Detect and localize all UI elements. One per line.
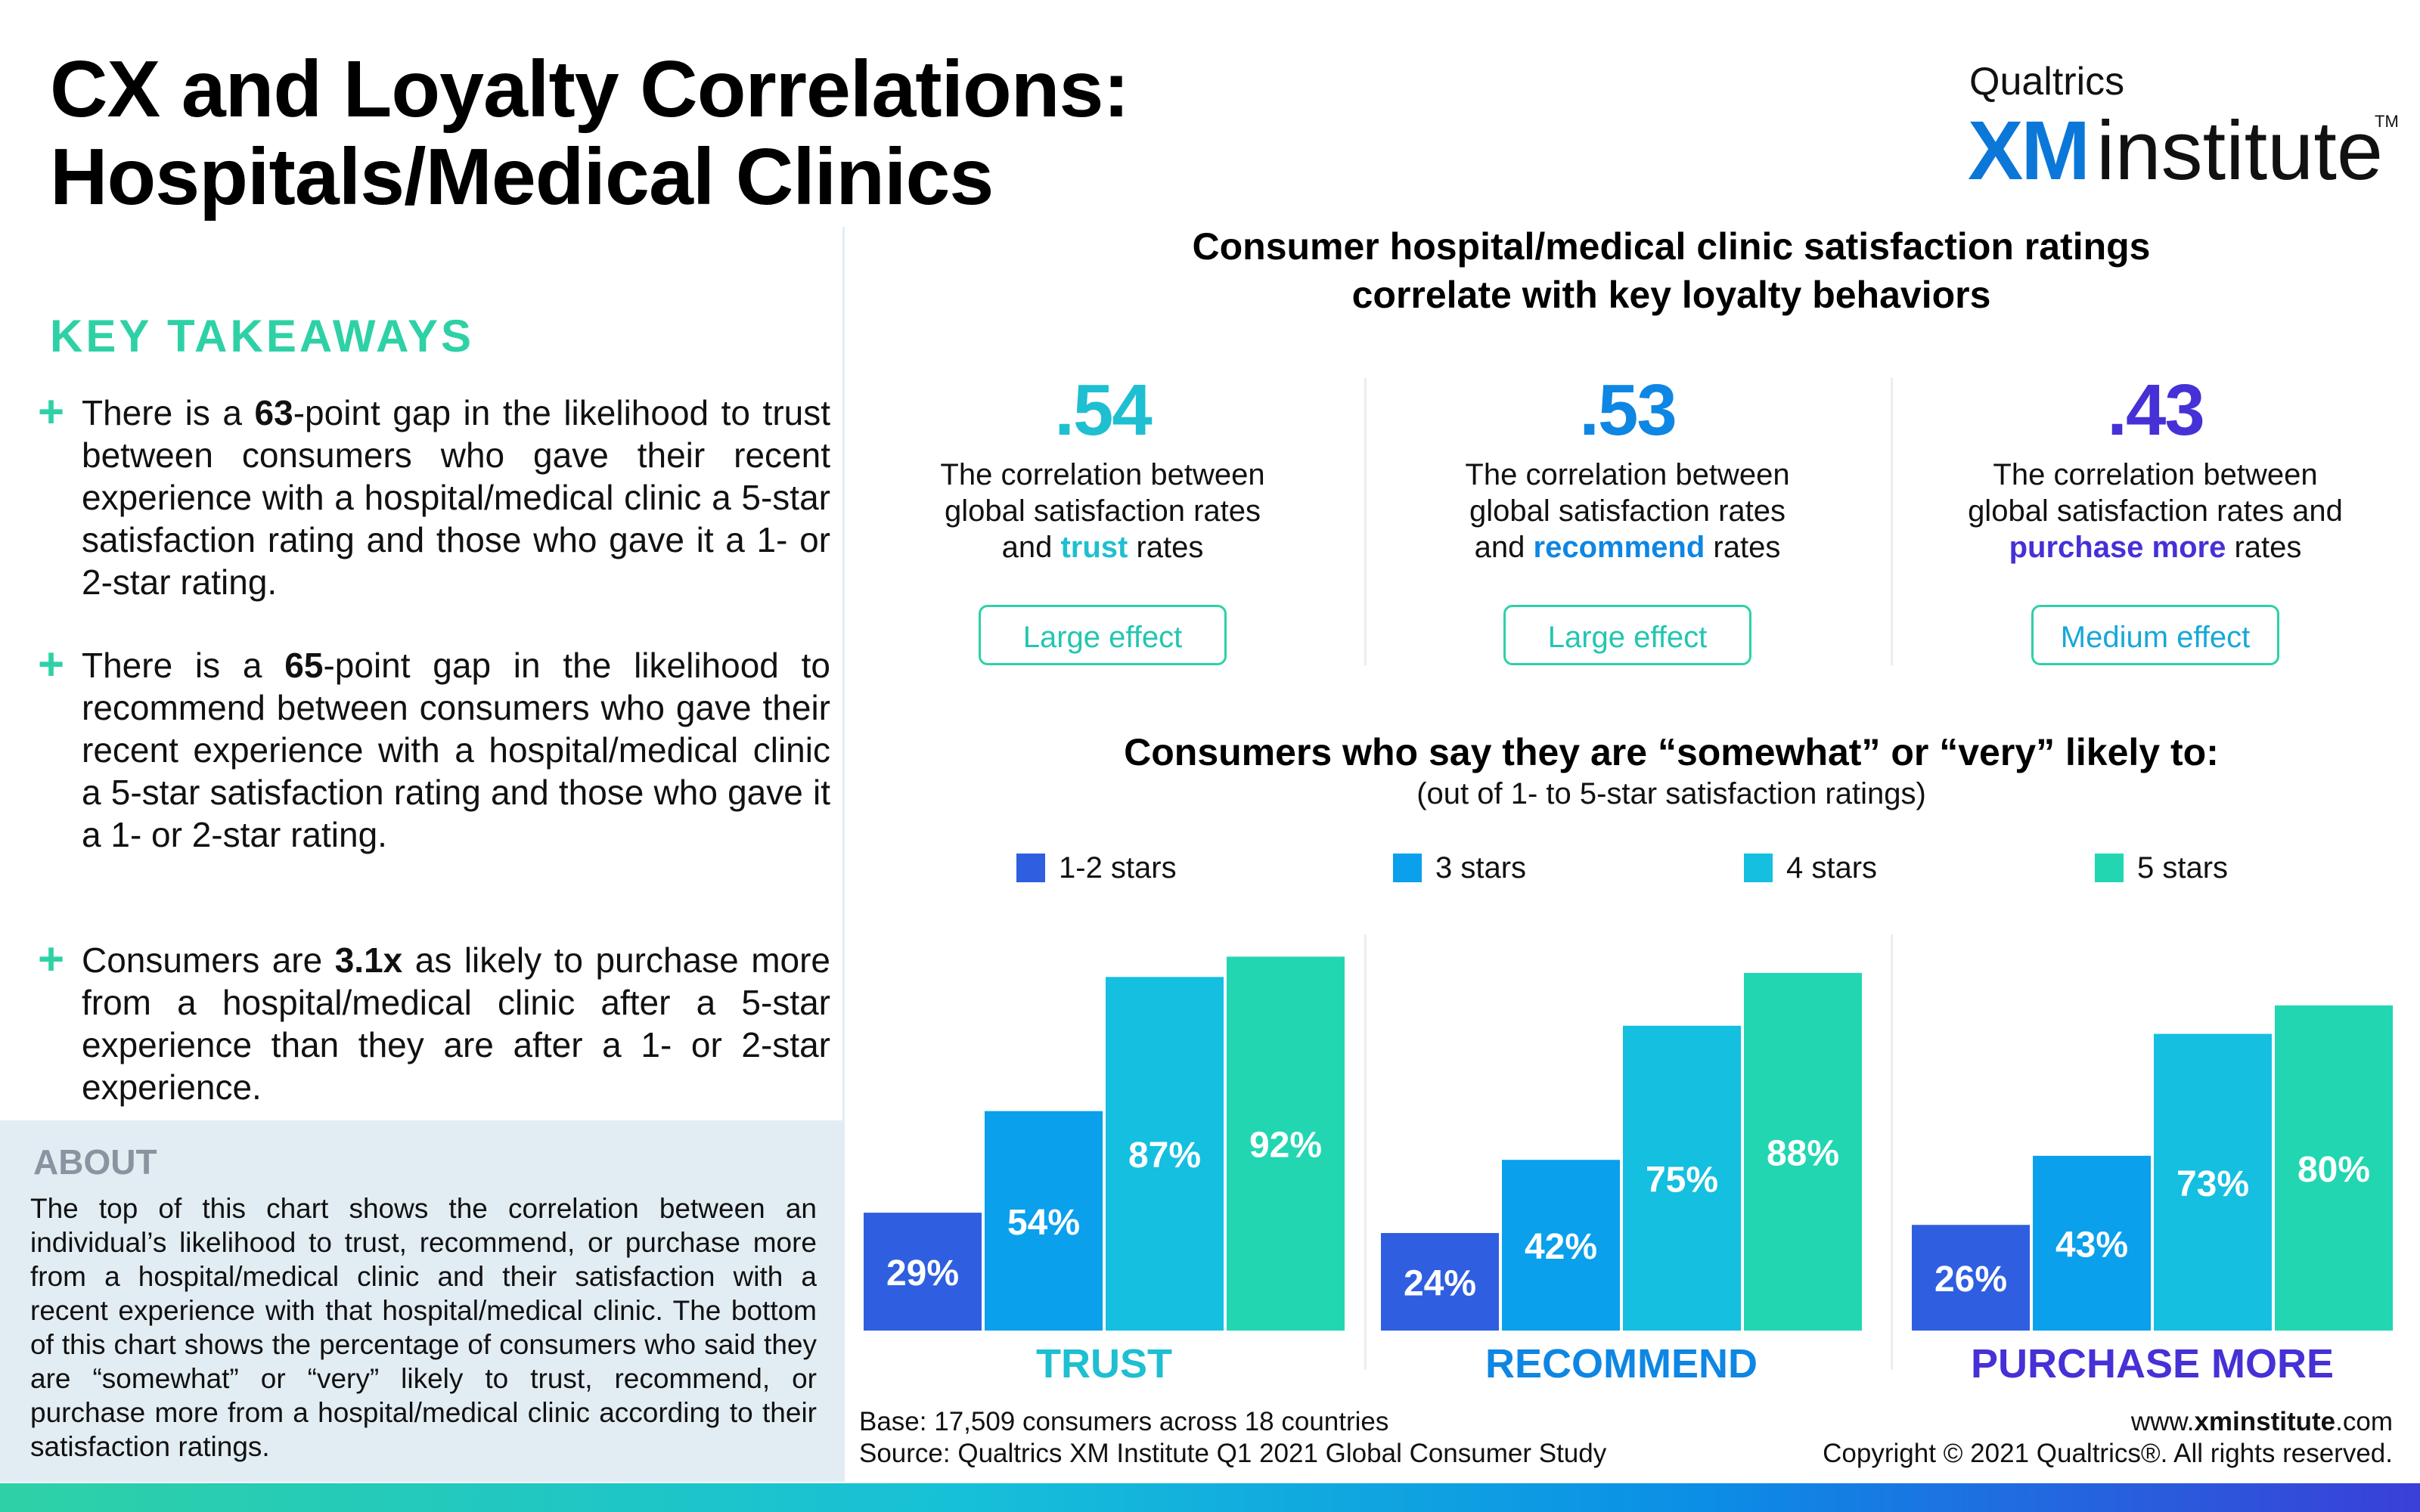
column-divider bbox=[1891, 378, 1893, 665]
chart-title: Consumers who say they are “somewhat” or… bbox=[1124, 731, 2219, 773]
bar-value-label: 88% bbox=[1767, 1133, 1839, 1173]
takeaway-text: There is a 63-point gap in the likelihoo… bbox=[82, 393, 830, 602]
bar-value-label: 87% bbox=[1128, 1136, 1201, 1176]
bar-recommend-1-2-stars bbox=[1381, 1232, 1499, 1331]
correlation-description: The correlation between global satisfact… bbox=[1465, 458, 1790, 564]
legend-item-4-stars: 4 stars bbox=[1744, 851, 1877, 885]
source-note: Source: Qualtrics XM Institute Q1 2021 G… bbox=[859, 1439, 1607, 1468]
category-label-purchase-more: PURCHASE MORE bbox=[1971, 1341, 2334, 1387]
plus-icon: + bbox=[38, 386, 65, 437]
legend-swatch bbox=[1393, 854, 1422, 882]
legend-item-5-stars: 5 stars bbox=[2095, 851, 2228, 885]
correlation-description: The correlation between global satisfact… bbox=[940, 458, 1265, 564]
group-divider bbox=[1364, 934, 1367, 1370]
category-label-recommend: RECOMMEND bbox=[1485, 1341, 1758, 1387]
logo-institute-text: institute bbox=[2096, 104, 2384, 197]
bar-value-label: 75% bbox=[1646, 1160, 1718, 1200]
effect-badge: Large effect bbox=[1503, 605, 1751, 665]
logo-xm-text: XM bbox=[1968, 104, 2090, 197]
bar-value-label: 42% bbox=[1525, 1227, 1597, 1267]
bar-value-label: 26% bbox=[1934, 1259, 2007, 1300]
website-link[interactable]: www.xminstitute.com bbox=[2130, 1407, 2393, 1436]
bar-purchase-more-3-stars bbox=[2033, 1155, 2151, 1331]
bar-trust-3-stars bbox=[985, 1111, 1103, 1331]
page-title: CX and Loyalty Correlations: Hospitals/M… bbox=[50, 45, 1130, 222]
bar-value-label: 92% bbox=[1249, 1126, 1322, 1166]
bar-value-label: 43% bbox=[2055, 1225, 2128, 1265]
plus-icon: + bbox=[38, 934, 65, 984]
bar-value-label: 80% bbox=[2297, 1150, 2370, 1190]
legend-item-3-stars: 3 stars bbox=[1393, 851, 1526, 885]
bar-value-label: 54% bbox=[1007, 1203, 1080, 1243]
copyright-text: Copyright © 2021 Qualtrics®. All rights … bbox=[1823, 1439, 2393, 1468]
bar-recommend-5-stars bbox=[1744, 972, 1862, 1331]
page-title-line2: Hospitals/Medical Clinics bbox=[50, 132, 994, 222]
correlation-value: .43 bbox=[2107, 370, 2204, 451]
base-note: Base: 17,509 consumers across 18 countri… bbox=[859, 1407, 1389, 1436]
effect-badge: Medium effect bbox=[2031, 605, 2279, 665]
vertical-divider bbox=[842, 227, 845, 1482]
key-takeaways-heading: KEY TAKEAWAYS bbox=[50, 311, 475, 361]
about-panel bbox=[0, 1120, 842, 1482]
correlation-purchase-more: .43 The correlation between global satis… bbox=[1913, 369, 2397, 665]
correlation-value: .54 bbox=[1054, 370, 1152, 451]
bar-purchase-more-5-stars bbox=[2275, 1005, 2393, 1331]
bar-value-label: 29% bbox=[886, 1253, 959, 1294]
legend-swatch bbox=[2095, 854, 2124, 882]
bar-value-label: 73% bbox=[2176, 1164, 2249, 1204]
bottom-gradient-bar bbox=[0, 1483, 2420, 1512]
headline-line1: Consumer hospital/medical clinic satisfa… bbox=[1192, 225, 2151, 268]
page-title-line1: CX and Loyalty Correlations: bbox=[50, 45, 1130, 134]
logo-qualtrics-text: Qualtrics bbox=[1969, 60, 2125, 104]
bar-purchase-more-1-2-stars bbox=[1912, 1225, 2030, 1331]
correlation-trust: .54 The correlation between global satis… bbox=[861, 369, 1345, 665]
category-label-trust: TRUST bbox=[1036, 1341, 1172, 1387]
takeaway-text: Consumers are 3.1x as likely to purchase… bbox=[82, 940, 830, 1107]
column-divider bbox=[1364, 378, 1367, 665]
about-text: The top of this chart shows the correlat… bbox=[30, 1193, 817, 1462]
chart-subtitle: (out of 1- to 5-star satisfaction rating… bbox=[1416, 777, 1926, 810]
bar-recommend-4-stars bbox=[1623, 1025, 1741, 1331]
bar-purchase-more-4-stars bbox=[2154, 1033, 2272, 1331]
correlation-value: .53 bbox=[1579, 370, 1677, 451]
legend-item-1-2-stars: 1-2 stars bbox=[1016, 851, 1177, 885]
logo-trademark: TM bbox=[2375, 112, 2399, 131]
correlation-headline: Consumer hospital/medical clinic satisfa… bbox=[847, 222, 2420, 319]
bar-trust-5-stars bbox=[1227, 956, 1345, 1331]
bar-trust-1-2-stars bbox=[864, 1213, 982, 1331]
legend-swatch bbox=[1744, 854, 1773, 882]
effect-badge: Large effect bbox=[979, 605, 1227, 665]
plus-icon: + bbox=[38, 639, 65, 689]
headline-line2: correlate with key loyalty behaviors bbox=[1351, 274, 1991, 316]
footer-copyright: www.xminstitute.com Copyright © 2021 Qua… bbox=[1823, 1406, 2393, 1470]
correlation-description: The correlation between global satisfact… bbox=[1968, 458, 2343, 564]
footer-notes: Base: 17,509 consumers across 18 countri… bbox=[859, 1406, 1606, 1470]
bar-trust-4-stars bbox=[1106, 977, 1224, 1331]
group-divider bbox=[1891, 934, 1893, 1370]
bar-value-label: 24% bbox=[1404, 1263, 1476, 1303]
correlation-recommend: .53 The correlation between global satis… bbox=[1385, 369, 1869, 665]
about-heading: ABOUT bbox=[33, 1142, 157, 1182]
legend-swatch bbox=[1016, 854, 1045, 882]
bar-recommend-3-stars bbox=[1502, 1160, 1620, 1331]
takeaway-text: There is a 65-point gap in the likelihoo… bbox=[82, 646, 831, 854]
